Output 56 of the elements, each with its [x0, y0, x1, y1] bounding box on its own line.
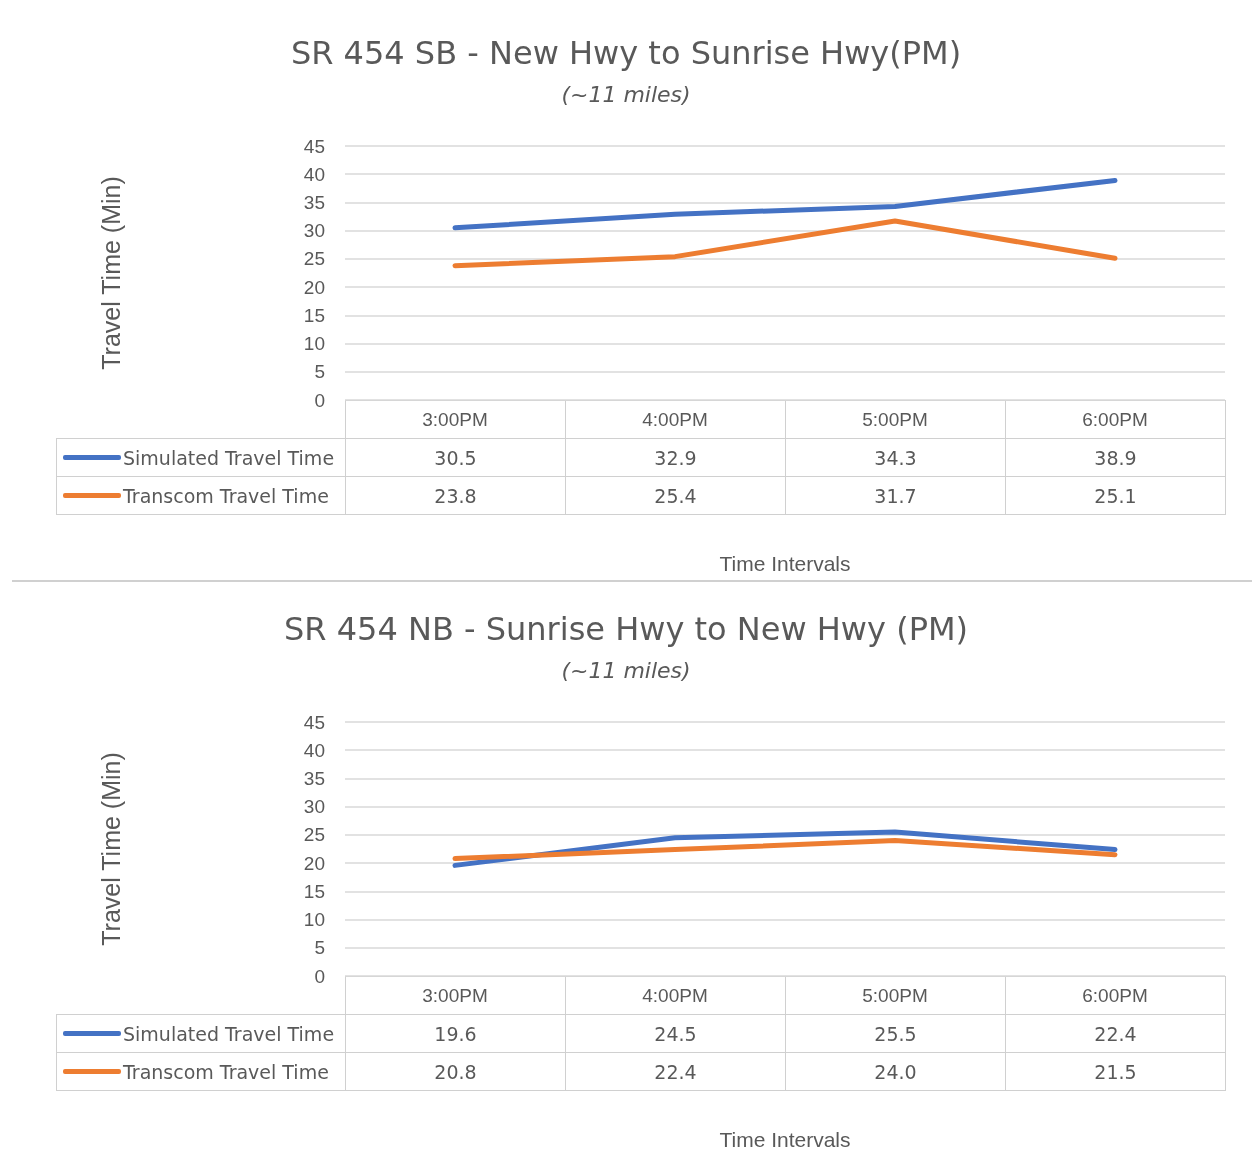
x-tick-label: 6:00PM — [1082, 409, 1148, 430]
y-tick-label: 15 — [303, 880, 325, 902]
data-label: 32.9 — [565, 438, 786, 477]
y-tick-label: 5 — [314, 937, 325, 959]
y-tick-label: 0 — [314, 965, 325, 987]
data-label: 38.9 — [1005, 438, 1226, 477]
chart-subtitle: (~11 miles) — [561, 81, 691, 107]
x-tick-label: 6:00PM — [1082, 985, 1148, 1006]
y-tick-label: 20 — [303, 276, 325, 298]
y-tick-label: 30 — [303, 796, 325, 818]
y-tick-label: 15 — [303, 304, 325, 326]
x-tick-label: 5:00PM — [862, 985, 928, 1006]
data-label: 25.4 — [565, 476, 786, 515]
data-label: 25.1 — [1005, 476, 1226, 515]
data-label: 24.0 — [785, 1052, 1006, 1091]
x-tick-label: 5:00PM — [862, 409, 928, 430]
y-axis-title: Travel Time (Min) — [96, 752, 125, 946]
x-tick-label: 4:00PM — [642, 985, 708, 1006]
y-tick-label: 0 — [314, 389, 325, 411]
y-tick-label: 40 — [303, 163, 325, 185]
x-tick-label: 4:00PM — [642, 409, 708, 430]
data-label: 22.4 — [1005, 1014, 1226, 1053]
legend-label: Simulated Travel Time — [123, 1022, 335, 1045]
y-axis-title: Travel Time (Min) — [96, 176, 125, 370]
y-tick-label: 10 — [303, 333, 325, 355]
x-tick-label: 3:00PM — [422, 409, 488, 430]
x-axis-title: Time Intervals — [719, 1128, 851, 1151]
chart-title: SR 454 SB - New Hwy to Sunrise Hwy(PM) — [290, 34, 962, 72]
legend-label: Transcom Travel Time — [123, 1060, 329, 1083]
data-label: 30.5 — [345, 438, 566, 477]
y-tick-label: 35 — [303, 191, 325, 213]
data-label: 23.8 — [345, 476, 566, 515]
data-label: 24.5 — [565, 1014, 786, 1053]
y-tick-label: 25 — [303, 248, 325, 270]
data-label: 20.8 — [345, 1052, 566, 1091]
legend-label: Transcom Travel Time — [123, 484, 329, 507]
y-tick-label: 40 — [303, 739, 325, 761]
y-tick-label: 45 — [303, 135, 325, 157]
y-tick-label: 5 — [314, 361, 325, 383]
data-label: 19.6 — [345, 1014, 566, 1053]
data-label: 25.5 — [785, 1014, 1006, 1053]
data-label: 31.7 — [785, 476, 1006, 515]
y-tick-label: 30 — [303, 220, 325, 242]
data-label: 21.5 — [1005, 1052, 1226, 1091]
legend-label: Simulated Travel Time — [123, 446, 335, 469]
y-tick-label: 20 — [303, 852, 325, 874]
y-tick-label: 25 — [303, 824, 325, 846]
data-label: 34.3 — [785, 438, 1006, 477]
y-tick-label: 10 — [303, 909, 325, 931]
data-label: 22.4 — [565, 1052, 786, 1091]
y-tick-label: 45 — [303, 711, 325, 733]
x-axis-title: Time Intervals — [719, 552, 851, 575]
chart-title: SR 454 NB - Sunrise Hwy to New Hwy (PM) — [283, 610, 969, 648]
chart-subtitle: (~11 miles) — [561, 657, 691, 683]
x-tick-label: 3:00PM — [422, 985, 488, 1006]
y-tick-label: 35 — [303, 767, 325, 789]
